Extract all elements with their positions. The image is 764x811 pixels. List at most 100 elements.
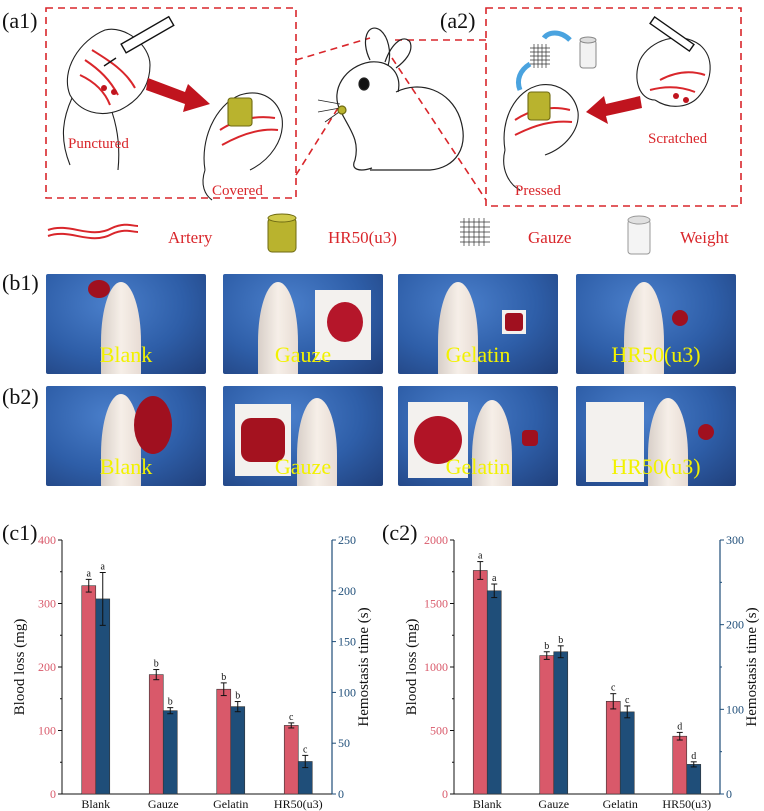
significance-letter: a (492, 573, 497, 584)
photo-caption: Blank (99, 454, 153, 479)
x-tick-label: Blank (81, 797, 110, 811)
significance-letter: b (235, 691, 240, 702)
y-tick-label: 0 (50, 787, 56, 801)
y-tick-label: 500 (430, 724, 448, 738)
a1-hand-covered-icon (202, 92, 283, 201)
y2-tick-label: 150 (338, 635, 356, 649)
bar-hemostasis-time (553, 651, 569, 795)
panel-label-c1: (c1) (2, 520, 38, 545)
significance-letter: b (154, 659, 159, 670)
x-tick-label: Gelatin (213, 797, 248, 811)
x-tick-label: Blank (473, 797, 502, 811)
label-punctured: Punctured (68, 136, 129, 152)
bar-blood-loss (81, 585, 97, 795)
photo-caption: HR50(u3) (611, 342, 701, 367)
significance-letter: b (544, 641, 549, 652)
photo-b2-gelatin: Gelatin (398, 386, 558, 486)
legend-artery-icon (47, 223, 139, 240)
a1-arrow-icon (146, 78, 210, 112)
y-tick-label: 300 (38, 597, 56, 611)
panel-label-a1: (a1) (2, 8, 38, 33)
bar-hemostasis-time (686, 764, 702, 795)
y-tick-label: 400 (38, 533, 56, 547)
chart-c1: 0 100 200 300 400 0 50 100 150 200 250 Blood loss (… (12, 533, 372, 811)
photo-b2-hr50: HR50(u3) (576, 386, 736, 486)
a2-curve-arrow2-icon (515, 61, 532, 91)
a1-dashed-box (45, 7, 297, 199)
significance-letter: a (101, 562, 106, 573)
photo-b1-gauze: Gauze (223, 274, 383, 374)
label-pressed: Pressed (515, 183, 561, 199)
significance-letter: d (677, 721, 682, 732)
y2-tick-label: 100 (338, 685, 356, 699)
label-scratched: Scratched (648, 131, 708, 147)
legend-label-hr50: HR50(u3) (328, 228, 397, 247)
photo-caption: Gauze (274, 342, 332, 367)
y2-tick-label: 0 (338, 787, 344, 801)
y2-tick-label: 50 (338, 736, 350, 750)
y2-axis-title: Hemostasis time (s) (744, 607, 760, 726)
panel-label-b2: (b2) (2, 384, 39, 409)
y-tick-label: 0 (442, 787, 448, 801)
photo-caption: Blank (99, 342, 153, 367)
photo-b1-blank: Blank (46, 274, 206, 374)
y-axis-title: Blood loss (mg) (404, 619, 420, 716)
y-tick-label: 2000 (424, 533, 448, 547)
chart-c2: 0 500 1000 1500 2000 0 100 200 300 Blood loss (mg… (404, 533, 760, 811)
a2-gauze-icon (530, 44, 550, 68)
bar-hemostasis-time (230, 706, 246, 795)
bar-hemostasis-time (486, 590, 502, 795)
legend-hr50-icon (267, 213, 297, 253)
bar-blood-loss (148, 674, 164, 795)
significance-letter: d (691, 751, 696, 762)
photo-caption: Gelatin (445, 342, 511, 367)
panel-label-c2: (c2) (382, 520, 418, 545)
bar-blood-loss (672, 735, 688, 795)
a2-arrow-icon (586, 96, 642, 124)
a1-hand-syringe-icon (62, 15, 175, 171)
y2-tick-label: 250 (338, 533, 356, 547)
y-axis-title: Blood loss (mg) (12, 619, 28, 716)
x-tick-label: HR50(u3) (662, 797, 711, 811)
a2-hand-pressed-icon (503, 84, 579, 191)
panel-label-a2: (a2) (440, 8, 476, 33)
photo-b2-blank: Blank (46, 386, 206, 486)
legend-label-weight: Weight (680, 228, 729, 247)
photo-caption: Gelatin (445, 454, 511, 479)
legend-weight-icon (627, 215, 651, 255)
bar-hemostasis-time (95, 598, 111, 795)
photo-b1-gelatin: Gelatin (398, 274, 558, 374)
y2-axis-title: Hemostasis time (s) (356, 607, 372, 726)
significance-letter: b (168, 697, 173, 708)
y-tick-label: 100 (38, 724, 56, 738)
y2-tick-label: 100 (726, 702, 744, 716)
a2-hand-scalpel-icon (636, 15, 711, 107)
y-tick-label: 200 (38, 660, 56, 674)
x-tick-label: HR50(u3) (274, 797, 323, 811)
bar-blood-loss (605, 700, 621, 795)
x-tick-label: Gelatin (603, 797, 638, 811)
y2-tick-label: 300 (726, 533, 744, 547)
significance-letter: b (558, 635, 563, 646)
y2-tick-label: 0 (726, 787, 732, 801)
rabbit-icon (317, 27, 464, 171)
photo-caption: Gauze (274, 454, 332, 479)
significance-letter: c (625, 695, 630, 706)
panel-a-illustration (45, 7, 742, 255)
significance-letter: b (221, 672, 226, 683)
significance-letter: c (289, 712, 294, 723)
a2-dashed-box (485, 7, 742, 207)
x-tick-label: Gauze (148, 797, 179, 811)
legend-label-gauze: Gauze (528, 228, 572, 247)
bar-blood-loss (283, 725, 299, 795)
bar-hemostasis-time (162, 710, 178, 795)
significance-letter: a (87, 568, 92, 579)
significance-letter: a (478, 551, 483, 562)
label-covered: Covered (212, 183, 263, 199)
photo-caption: HR50(u3) (611, 454, 701, 479)
bar-blood-loss (539, 655, 555, 795)
x-tick-label: Gauze (538, 797, 569, 811)
bar-blood-loss (472, 570, 488, 795)
photo-b2-gauze: Gauze (223, 386, 383, 486)
bar-blood-loss (216, 688, 232, 795)
